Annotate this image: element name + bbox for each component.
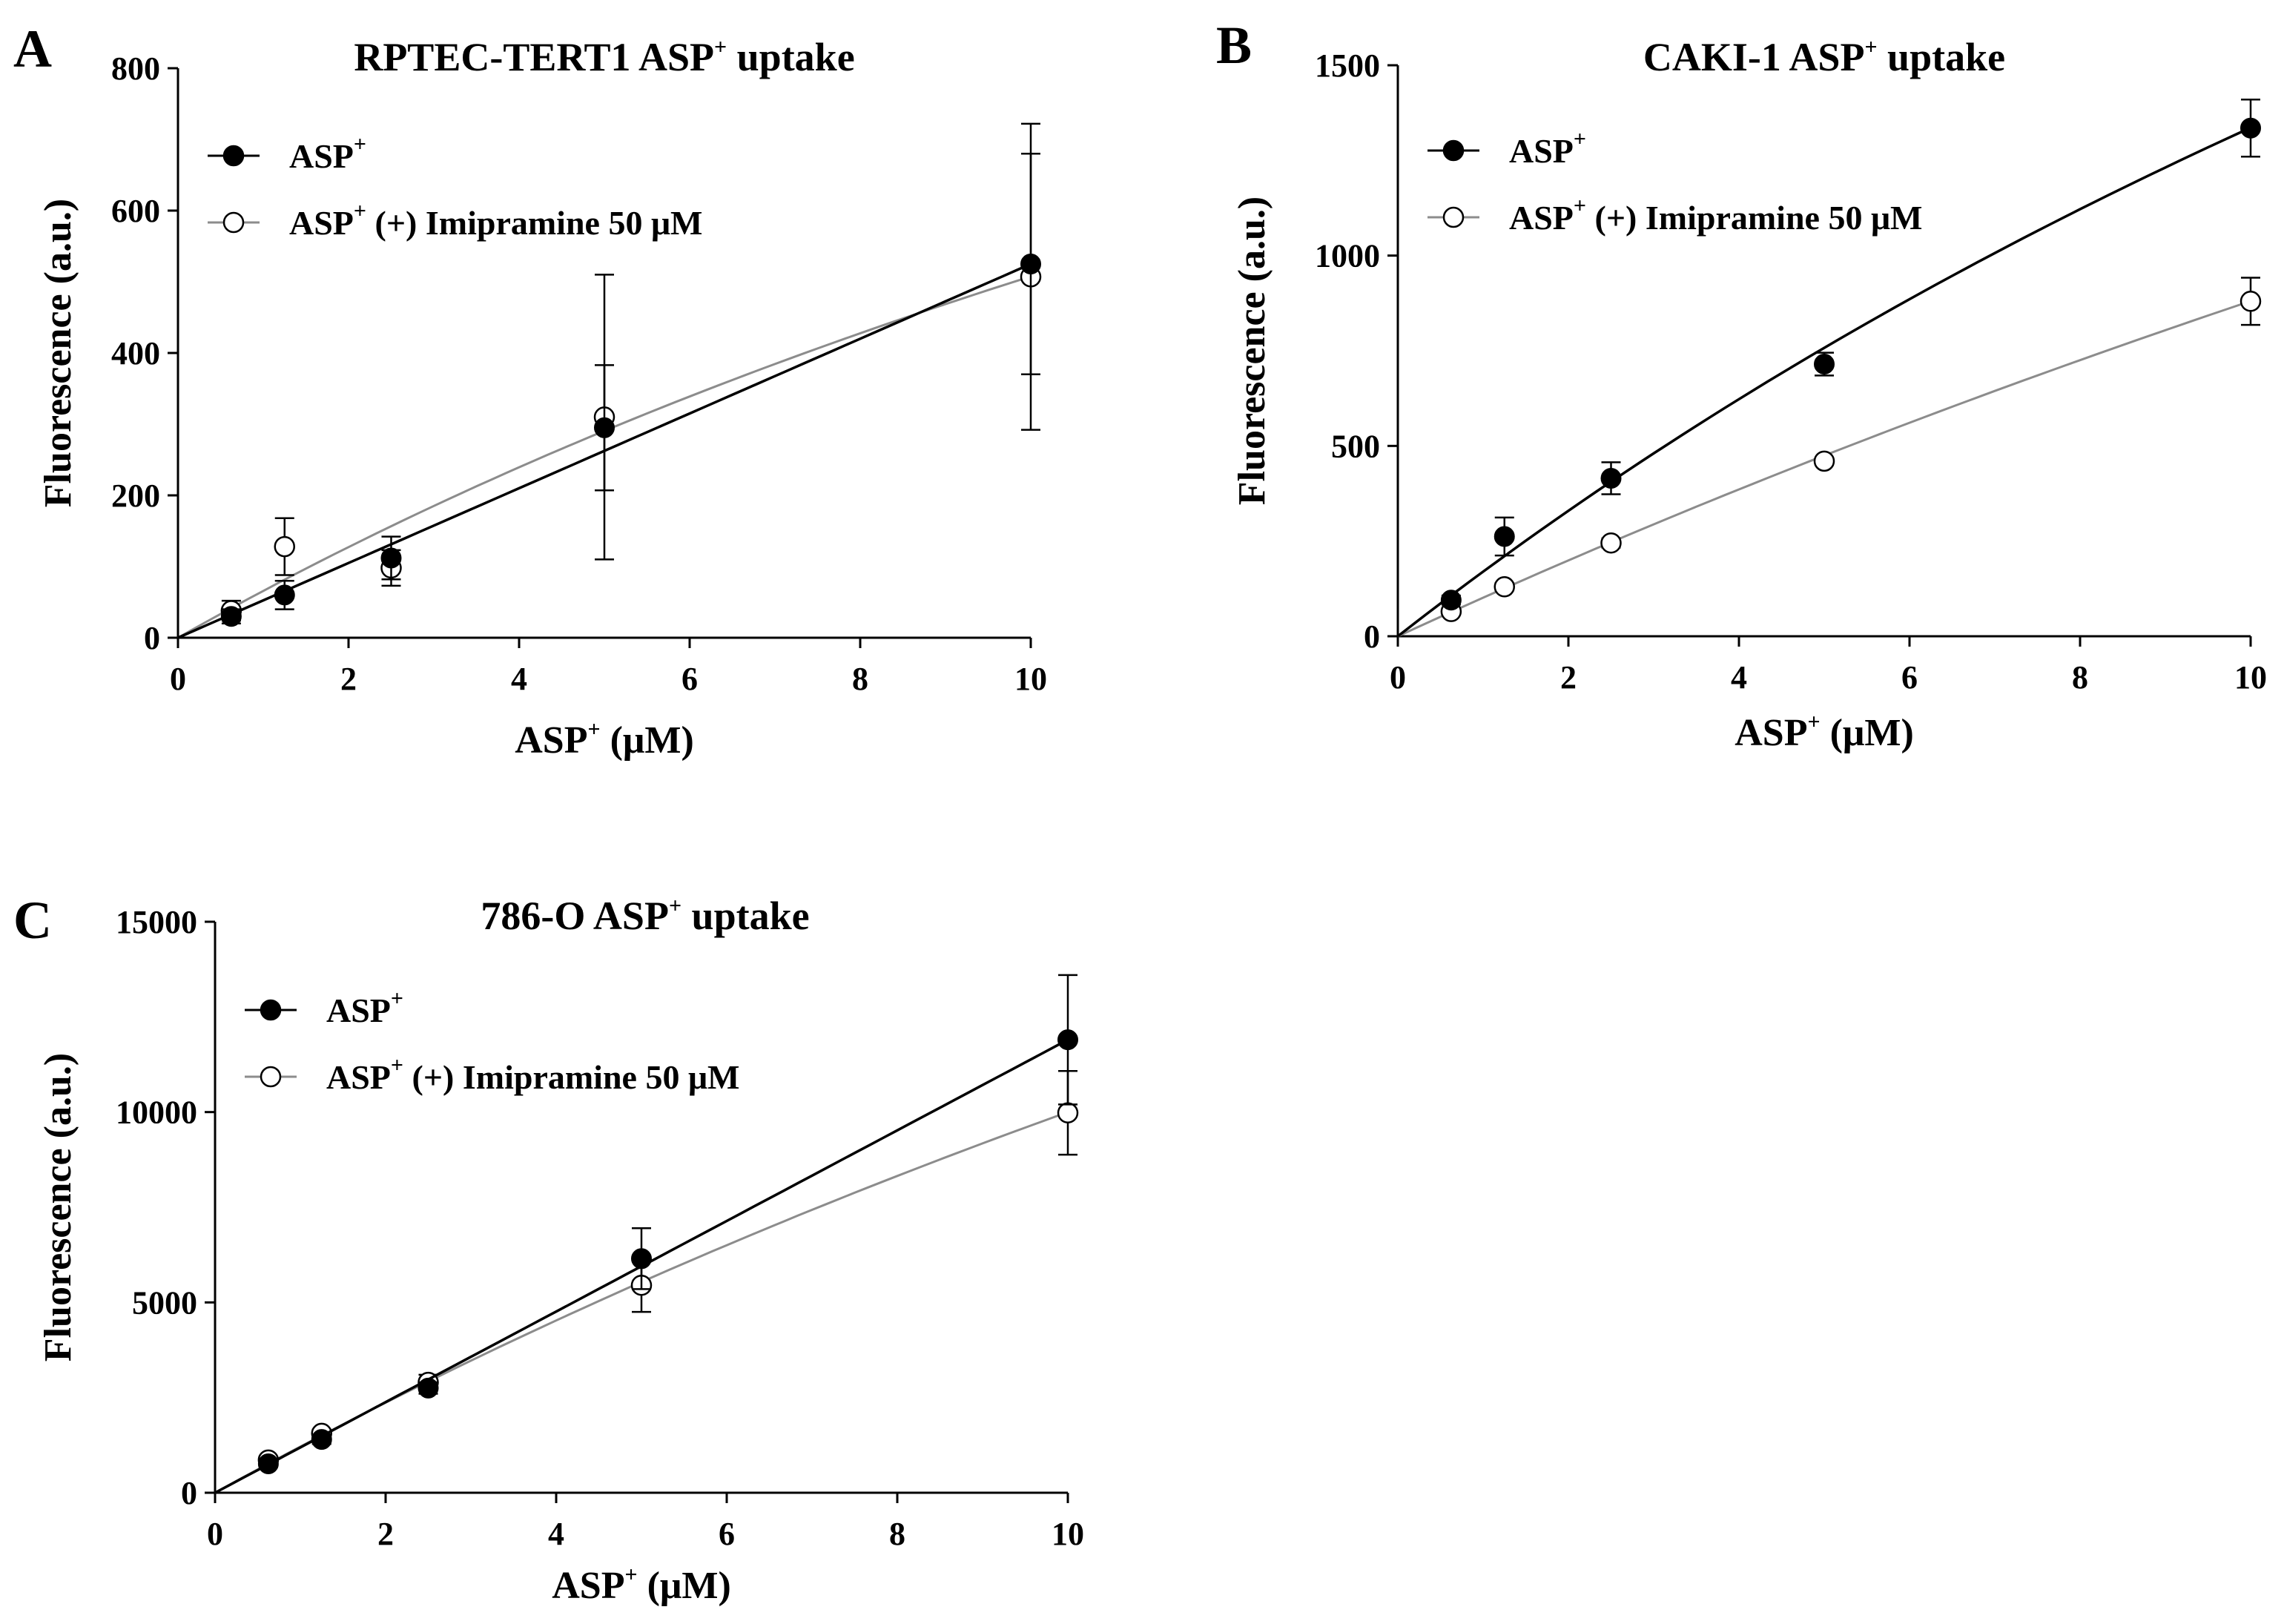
chart-title: RPTEC-TERT1 ASP+ uptake [354,35,854,79]
panel-letter: C [13,891,52,950]
x-tick-label: 6 [681,661,698,697]
x-tick-label: 6 [1901,659,1918,696]
x-tick-label: 6 [719,1516,735,1552]
legend: ASP+ ASP+ (+) Imipramine 50 μM [208,132,702,242]
series-asp [214,974,1078,1494]
legend: ASP+ ASP+ (+) Imipramine 50 μM [245,986,739,1096]
data-point [1493,526,1515,547]
data-point [417,1377,439,1399]
y-tick-label: 0 [1364,618,1380,655]
x-tick-label: 2 [1560,659,1577,696]
chart-title: CAKI-1 ASP+ uptake [1643,35,2005,79]
panel-c: C 786-O ASP+ uptake 0 2 4 6 8 10 0 5000 10000 15000… [13,891,1084,1607]
data-point [1440,590,1462,611]
data-point [2240,291,2262,312]
series-asp-imipramine [177,122,1042,639]
x-tick-label: 8 [2072,659,2088,696]
y-tick-label: 0 [144,620,160,656]
legend-item: ASP+ (+) Imipramine 50 μM [208,199,702,242]
data-point [2240,117,2261,139]
y-axis-label: Fluorescence (a.u.) [1231,197,1273,505]
x-axis-label: ASP+ (μM) [552,1562,731,1607]
legend-label: ASP+ (+) Imipramine 50 μM [326,1053,739,1096]
x-tick-label: 4 [511,661,527,697]
data-point [220,606,242,627]
series-asp [1396,98,2261,638]
data-point [1057,1029,1078,1051]
legend-marker [1442,206,1465,228]
x-axis-label: ASP+ (μM) [515,717,694,762]
legend-marker [222,145,245,167]
legend: ASP+ ASP+ (+) Imipramine 50 μM [1428,127,1922,237]
data-point [1493,576,1515,598]
data-point [1057,1102,1079,1123]
legend-item: ASP+ (+) Imipramine 50 μM [245,1053,739,1096]
x-tick-label: 0 [207,1516,223,1552]
chart-title: 786-O ASP+ uptake [481,894,809,938]
data-point [1813,450,1835,472]
panel-letter: B [1216,16,1252,75]
x-tick-label: 2 [377,1516,394,1552]
data-point [311,1429,332,1450]
y-axis-label: Fluorescence (a.u.) [37,1053,79,1361]
panel-b: B CAKI-1 ASP+ uptake 0 2 4 6 8 10 0 500 1000 1500 AS… [1216,16,2267,754]
y-tick-label: 800 [111,50,160,87]
legend-label: ASP+ [289,132,366,175]
series-asp [177,152,1041,639]
legend-label: ASP+ [1509,127,1586,170]
data-point [274,535,295,558]
data-point [1814,353,1835,374]
x-tick-label: 4 [548,1516,564,1552]
panel-letter: A [13,19,52,79]
y-tick-label: 0 [181,1475,197,1511]
y-tick-label: 10000 [116,1095,197,1131]
data-point [594,417,615,438]
legend-label: ASP+ (+) Imipramine 50 μM [1509,194,1922,237]
legend-marker [1442,139,1465,162]
y-tick-label: 1500 [1315,47,1380,84]
data-point [380,547,402,569]
x-tick-label: 8 [889,1516,905,1552]
x-tick-label: 8 [852,661,868,697]
legend-marker [222,211,245,234]
data-point [257,1453,279,1474]
data-point [274,584,295,606]
legend-item: ASP+ [245,986,403,1029]
y-tick-label: 15000 [116,904,197,940]
legend-marker [260,1066,282,1088]
series-asp-imipramine [214,1069,1079,1494]
fit-line [1396,126,2251,638]
data-point [1600,467,1622,489]
data-point [1020,254,1041,274]
legend-item: ASP+ [1428,127,1586,170]
y-tick-label: 5000 [132,1284,197,1321]
y-tick-label: 500 [1331,428,1380,464]
data-point [631,1248,652,1270]
data-point [1600,532,1622,554]
y-tick-label: 400 [111,335,160,372]
y-tick-label: 200 [111,478,160,514]
x-tick-label: 4 [1731,659,1747,696]
series-asp-imipramine [1397,277,2262,638]
x-tick-label: 2 [340,661,357,697]
x-tick-label: 10 [1052,1516,1084,1552]
panel-a: A RPTEC-TERT1 ASP+ uptake 0 2 4 6 8 10 0 200 400 60… [13,19,1047,762]
y-tick-label: 600 [111,193,160,229]
legend-marker [260,999,282,1021]
x-axis-label: ASP+ (μM) [1735,710,1914,754]
legend-label: ASP+ [326,986,403,1029]
x-tick-label: 10 [2234,659,2267,696]
x-tick-label: 0 [1390,659,1406,696]
legend-label: ASP+ (+) Imipramine 50 μM [289,199,702,242]
legend-item: ASP+ (+) Imipramine 50 μM [1428,194,1922,237]
x-tick-label: 10 [1014,661,1047,697]
y-axis-label: Fluorescence (a.u.) [37,199,79,507]
y-tick-label: 1000 [1315,238,1380,274]
x-tick-label: 0 [170,661,186,697]
legend-item: ASP+ [208,132,366,175]
